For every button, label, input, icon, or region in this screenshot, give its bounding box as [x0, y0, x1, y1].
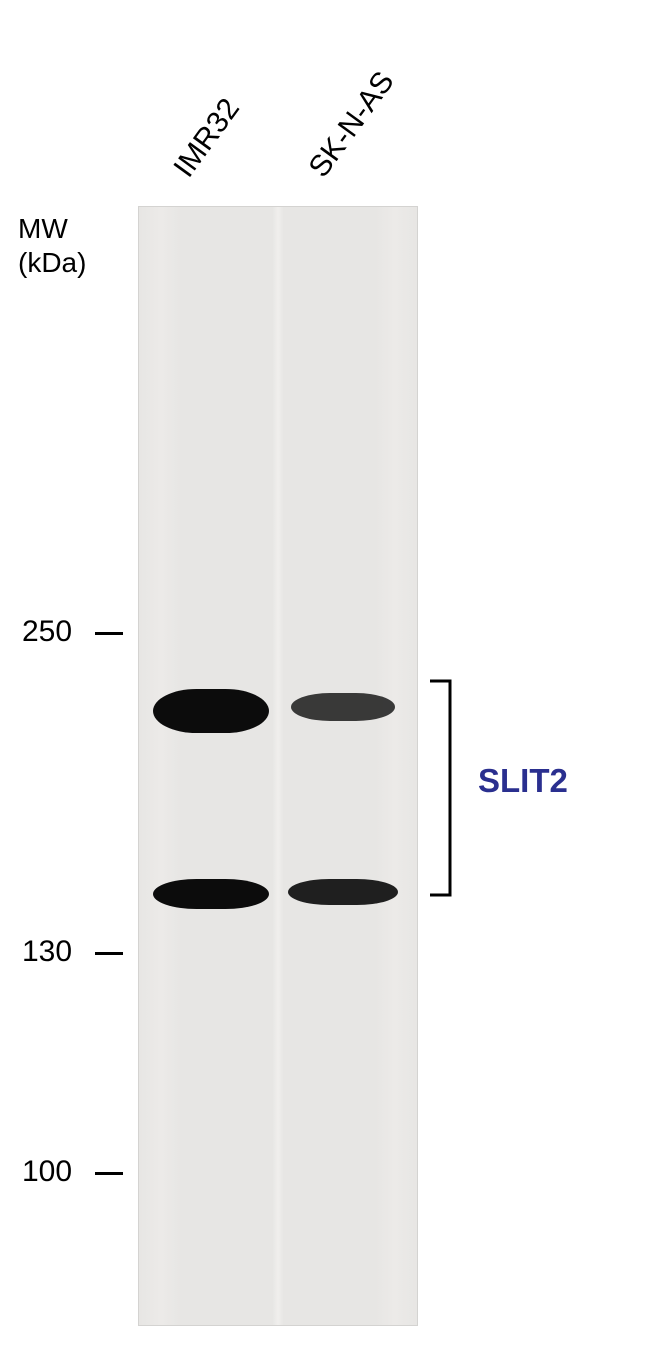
- blot-figure: MW (kDa) IMR32 SK-N-AS 250 130 100 SLIT2: [0, 0, 650, 1348]
- marker-100: 100: [22, 1155, 72, 1189]
- lane-label-sknas: SK-N-AS: [302, 66, 401, 184]
- lane-label-imr32: IMR32: [167, 93, 246, 184]
- band-2: [153, 879, 269, 909]
- marker-tick-100: [95, 1172, 123, 1175]
- marker-130: 130: [22, 935, 72, 969]
- band-1: [291, 693, 395, 721]
- band-0: [153, 689, 269, 733]
- mw-text-line2: (kDa): [18, 246, 86, 280]
- band-3: [288, 879, 398, 905]
- mw-heading: MW (kDa): [18, 212, 86, 279]
- marker-tick-250: [95, 632, 123, 635]
- marker-tick-130: [95, 952, 123, 955]
- mw-text-line1: MW: [18, 212, 86, 246]
- protein-label-slit2: SLIT2: [478, 762, 568, 800]
- blot-membrane: [138, 206, 418, 1326]
- slit2-bracket: [430, 678, 456, 898]
- marker-250: 250: [22, 615, 72, 649]
